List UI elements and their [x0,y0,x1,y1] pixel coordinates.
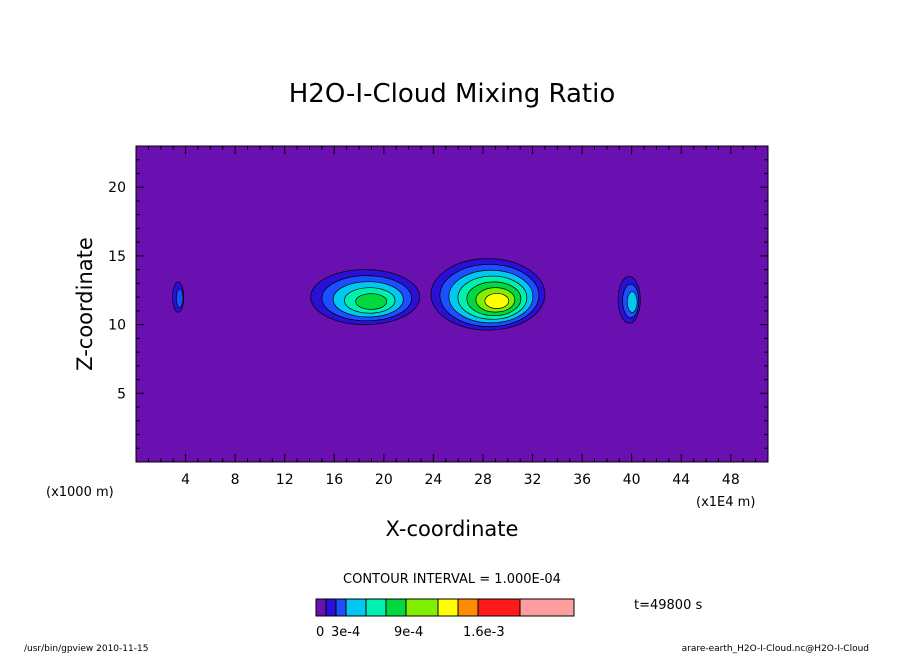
x-tick-label: 36 [573,472,591,488]
contour-level-2-5 [355,293,388,310]
x-axis-label: X-coordinate [386,517,519,541]
x-tick-label: 32 [524,472,542,488]
x-ticks: 4 8 12 16 20 24 28 32 36 40 44 48 [147,146,757,488]
y-tick-label: 20 [108,180,126,196]
colorbar-swatch [345,598,367,617]
x-unit-right: (x1E4 m) [696,495,755,510]
x-tick-label: 24 [424,472,442,488]
footer-right: arare-earth_H2O-I-Cloud.nc@H2O-I-Cloud [682,644,869,654]
x-tick-label: 4 [181,472,190,488]
x-tick-label: 12 [276,472,294,488]
y-axis-label: Z-coordinate [73,237,97,371]
colorbar-label: 9e-4 [394,625,423,640]
colorbar-swatch [457,598,479,617]
x-tick-label: 20 [375,472,393,488]
time-label: t=49800 s [634,598,702,613]
colorbar-labels: 0 3e-4 9e-4 1.6e-3 [316,625,505,640]
colorbar-swatch [385,598,407,617]
contour-level-1-2 [175,288,184,308]
colorbar-label: 1.6e-3 [463,625,505,640]
x-unit-left: (x1000 m) [46,485,114,500]
x-tick-label: 16 [325,472,343,488]
x-tick-label: 28 [474,472,492,488]
colorbar-swatch [325,598,337,617]
colorbar-swatch [315,598,327,617]
x-tick-label: 40 [623,472,641,488]
colorbar-label: 3e-4 [331,625,360,640]
colorbar-swatch [365,598,387,617]
x-tick-label: 8 [231,472,240,488]
y-tick-label: 15 [108,249,126,265]
y-tick-label: 10 [108,318,126,334]
colorbar-swatch [519,598,575,617]
colorbar [315,598,575,617]
contour-level-4-3 [626,291,638,313]
plot-frame [135,145,769,463]
contour-features [172,258,641,331]
colorbar-swatch [335,598,347,617]
colorbar-swatch [477,598,521,617]
chart-title: H2O-I-Cloud Mixing Ratio [289,79,616,109]
y-ticks: 5 10 15 20 [108,159,768,449]
contour-interval: CONTOUR INTERVAL = 1.000E-04 [343,572,561,587]
colorbar-label: 0 [316,625,324,640]
x-tick-label: 44 [672,472,690,488]
colorbar-swatch [437,598,459,617]
colorbar-swatch [405,598,439,617]
y-tick-label: 5 [117,386,126,402]
contour-level-3-7 [484,293,510,309]
x-tick-label: 48 [722,472,740,488]
footer-left: /usr/bin/gpview 2010-11-15 [24,644,148,654]
